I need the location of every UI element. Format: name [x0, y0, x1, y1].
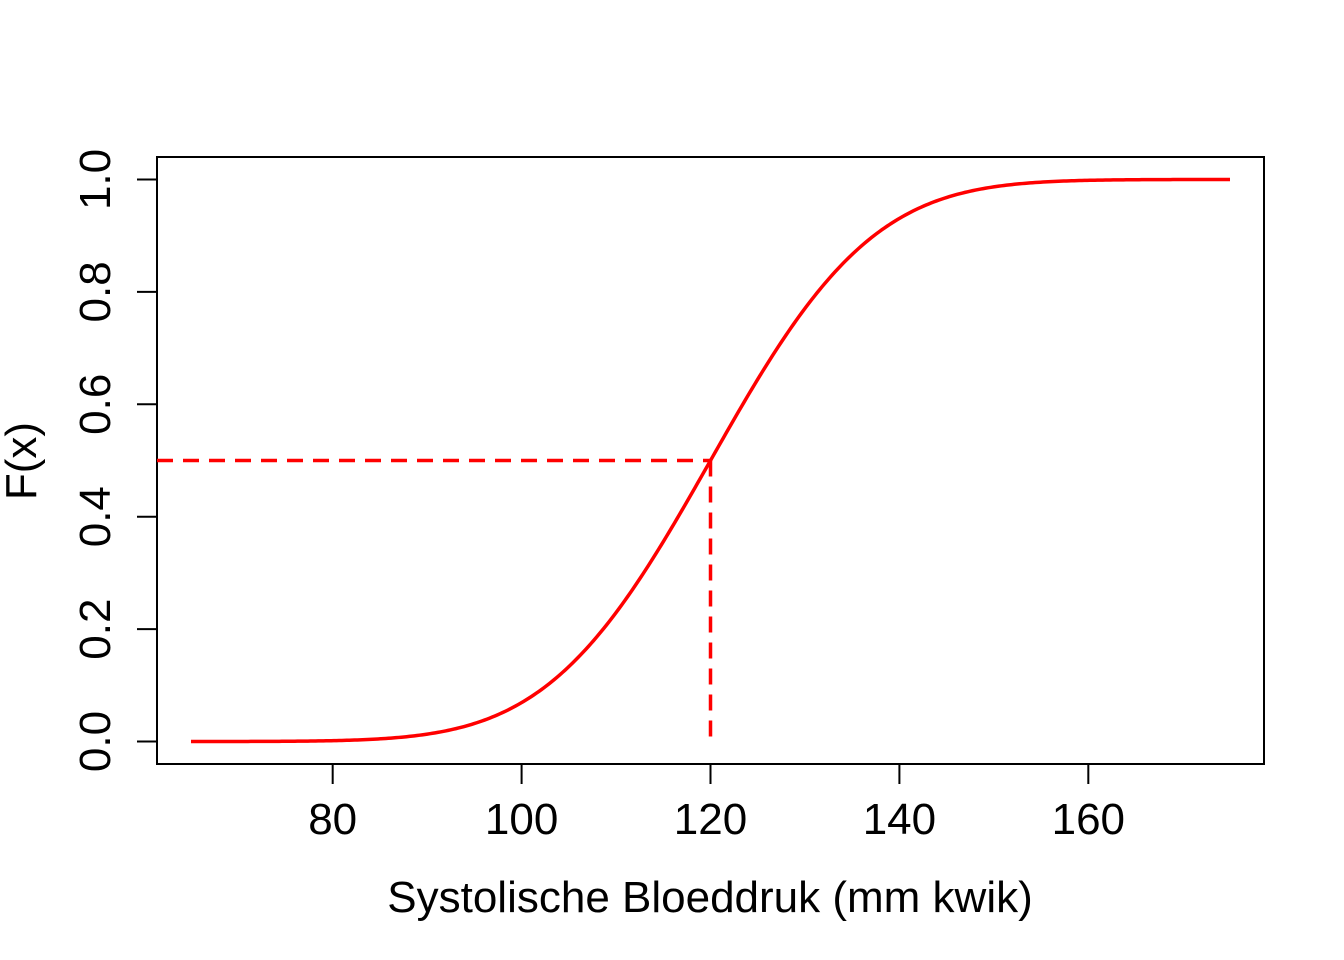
y-tick-label: 0.4	[71, 486, 120, 547]
y-tick-label: 0.8	[71, 261, 120, 322]
x-tick-label: 120	[674, 795, 747, 844]
y-tick-label: 1.0	[71, 149, 120, 210]
y-tick-label: 0.6	[71, 374, 120, 435]
y-axis: 0.0 0.2 0.4 0.6 0.8 1.0	[71, 149, 158, 772]
reference-lines	[157, 458, 713, 742]
y-tick-label: 0.2	[71, 599, 120, 660]
x-tick-label: 80	[308, 795, 357, 844]
y-axis-label: F(x)	[0, 422, 46, 500]
x-tick-label: 140	[863, 795, 936, 844]
x-tick-label: 160	[1052, 795, 1125, 844]
series-line-cdf	[190, 177, 1231, 744]
x-axis: 80 100 120 140 160	[308, 763, 1125, 844]
y-tick-label: 0.0	[71, 711, 120, 772]
x-axis-label: Systolische Bloeddruk (mm kwik)	[387, 873, 1033, 922]
x-tick-label: 100	[485, 795, 558, 844]
